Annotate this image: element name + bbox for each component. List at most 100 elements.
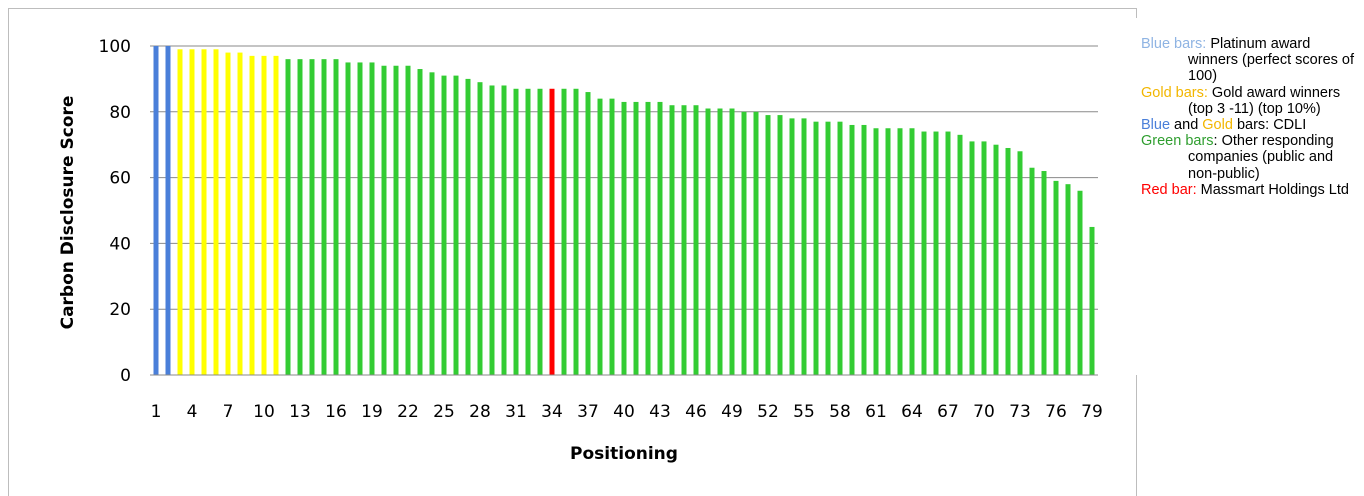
bar xyxy=(813,121,819,375)
legend-entry: Blue bars: Platinum award winners (perfe… xyxy=(1141,36,1364,85)
bar xyxy=(501,85,507,375)
bar xyxy=(405,65,411,376)
bar xyxy=(633,101,639,376)
bar xyxy=(933,131,939,375)
bar xyxy=(309,59,315,375)
bar xyxy=(849,124,855,376)
bar xyxy=(801,118,807,375)
bar xyxy=(1029,167,1035,375)
bar xyxy=(525,88,531,376)
bar xyxy=(885,128,891,375)
bar xyxy=(837,121,843,375)
x-tick-label: 13 xyxy=(289,402,311,422)
x-tick-label: 37 xyxy=(577,402,599,422)
bar xyxy=(189,49,195,375)
legend-entry: Red bar: Massmart Holdings Ltd xyxy=(1141,182,1364,198)
bar xyxy=(957,134,963,375)
bar xyxy=(873,128,879,375)
bar xyxy=(1053,180,1059,375)
bar xyxy=(333,59,339,375)
legend-text: Green bars xyxy=(1141,133,1214,150)
bar xyxy=(285,59,291,375)
bar xyxy=(921,131,927,375)
bar xyxy=(237,52,243,375)
legend-text: Massmart Holdings Ltd xyxy=(1196,181,1349,198)
x-tick-label: 73 xyxy=(1009,402,1031,422)
y-tick-label: 20 xyxy=(109,300,131,320)
x-tick-label: 79 xyxy=(1081,402,1103,422)
bar xyxy=(609,98,615,375)
bar xyxy=(765,115,771,375)
y-axis-title: Carbon Disclosure Score xyxy=(58,96,78,330)
x-tick-label: 70 xyxy=(973,402,995,422)
bar xyxy=(741,111,747,376)
bar xyxy=(1065,184,1071,375)
bar xyxy=(465,78,471,376)
x-axis-title: Positioning xyxy=(570,444,678,464)
bar xyxy=(165,46,171,375)
y-tick-label: 60 xyxy=(109,169,131,189)
x-tick-label: 22 xyxy=(397,402,419,422)
bar xyxy=(357,62,363,375)
bar xyxy=(441,75,447,376)
x-tick-label: 49 xyxy=(721,402,743,422)
legend-text: Gold award winners (top 3 -11) (top 10%) xyxy=(1188,84,1341,117)
x-tick-label: 61 xyxy=(865,402,887,422)
x-tick-label: 25 xyxy=(433,402,455,422)
legend-entry: Green bars: Other responding companies (… xyxy=(1141,133,1364,182)
x-tick-label: 1 xyxy=(151,402,162,422)
bar xyxy=(249,55,255,376)
bar xyxy=(969,141,975,375)
legend-text: Blue bars: xyxy=(1141,36,1207,52)
x-tick-label: 4 xyxy=(187,402,198,422)
x-tick-label: 10 xyxy=(253,402,275,422)
legend-text: bars: CDLI xyxy=(1232,117,1307,134)
bar xyxy=(201,49,207,375)
x-tick-label: 76 xyxy=(1045,402,1067,422)
legend-text: Red bar: xyxy=(1141,181,1197,198)
bar xyxy=(705,108,711,375)
bar xyxy=(597,98,603,375)
bar xyxy=(321,59,327,375)
x-tick-label: 55 xyxy=(793,402,815,422)
x-tick-label: 67 xyxy=(937,402,959,422)
bar xyxy=(393,65,399,376)
bar xyxy=(549,88,555,376)
x-tick-label: 7 xyxy=(223,402,234,422)
bar xyxy=(1089,226,1095,375)
bar xyxy=(153,46,159,375)
legend-text: Blue xyxy=(1141,117,1171,134)
legend-text: Gold bars: xyxy=(1141,84,1208,101)
bar xyxy=(561,88,567,376)
bar xyxy=(261,55,267,376)
bar xyxy=(909,128,915,375)
y-tick-label: 80 xyxy=(109,103,131,123)
x-tick-label: 31 xyxy=(505,402,527,422)
bar xyxy=(213,49,219,375)
legend-text: Gold xyxy=(1202,117,1233,134)
frame-right-edge xyxy=(1136,375,1137,496)
y-tick-label: 0 xyxy=(120,366,131,386)
legend-entry: Gold bars: Gold award winners (top 3 -11… xyxy=(1141,85,1364,117)
y-tick-label: 100 xyxy=(99,37,131,57)
bar xyxy=(621,101,627,376)
chart-legend: Blue bars: Platinum award winners (perfe… xyxy=(1141,36,1364,198)
x-tick-label: 19 xyxy=(361,402,383,422)
bar xyxy=(345,62,351,375)
bar xyxy=(825,121,831,375)
x-tick-label: 52 xyxy=(757,402,779,422)
bar xyxy=(177,49,183,375)
x-tick-label: 40 xyxy=(613,402,635,422)
bar xyxy=(861,124,867,376)
bar xyxy=(453,75,459,376)
bar xyxy=(225,52,231,375)
bar xyxy=(717,108,723,375)
bar xyxy=(897,128,903,375)
bar xyxy=(1017,151,1023,375)
bar xyxy=(789,118,795,375)
legend-text: and xyxy=(1170,117,1203,134)
bar xyxy=(657,101,663,376)
bar xyxy=(1077,190,1083,375)
bar xyxy=(645,101,651,376)
